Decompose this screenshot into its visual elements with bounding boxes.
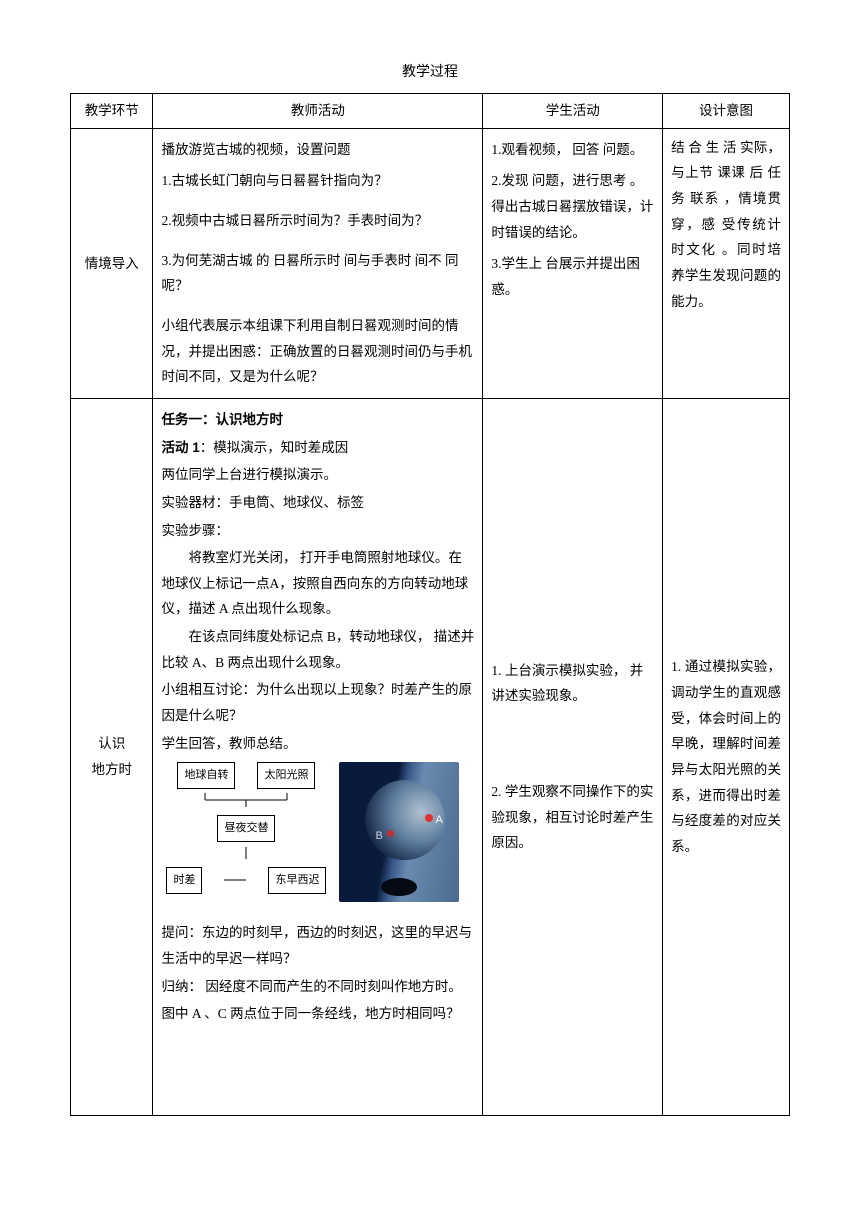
text: 3.学生上 台展示并提出困惑。 [491, 251, 654, 302]
concept-diagram: 地球自转 太阳光照 昼夜交替 [161, 762, 331, 897]
student-cell: 1. 上台演示模拟实验， 并讲述实验现象。 2. 学生观察不同操作下的实验现象，… [483, 398, 663, 1115]
text: 在该点同纬度处标记点 B，转动地球仪， 描述并比较 A、B 两点出现什么现象。 [161, 624, 474, 675]
text: 1. 上台演示模拟实验， 并讲述实验现象。 [491, 658, 654, 709]
table-row: 情境导入 播放游览古城的视频，设置问题 1.古城长虹门朝向与日晷晷针指向为？ 2… [71, 128, 790, 398]
stage-cell: 情境导入 [71, 128, 153, 398]
marker-a-icon [425, 814, 433, 822]
header-teacher: 教师活动 [153, 94, 483, 129]
diagram-box: 东早西迟 [268, 867, 326, 894]
text: 认识 [79, 731, 144, 757]
header-stage: 教学环节 [71, 94, 153, 129]
intent-cell: 结 合 生 活 实际， 与上节 课课 后 任 务 联系 ，情境贯穿，感 受传统计… [663, 128, 790, 398]
table-header-row: 教学环节 教师活动 学生活动 设计意图 [71, 94, 790, 129]
diagram-row: 地球自转 太阳光照 昼夜交替 [161, 762, 474, 902]
text: 2.发现 问题，进行思考 。得出古城日晷摆放错误，计时错误的结论。 [491, 168, 654, 245]
connector-icon [161, 847, 331, 859]
diagram-box: 太阳光照 [257, 762, 315, 789]
text: 将教室灯光关闭， 打开手电筒照射地球仪。在地球仪上标记一点A，按照自西向东的方向… [161, 545, 474, 622]
student-cell: 1.观看视频， 回答 问题。 2.发现 问题，进行思考 。得出古城日晷摆放错误，… [483, 128, 663, 398]
diagram-box: 地球自转 [177, 762, 235, 789]
page-title: 教学过程 [70, 60, 790, 85]
header-student: 学生活动 [483, 94, 663, 129]
diagram-box: 昼夜交替 [217, 815, 275, 842]
connector-icon [161, 793, 331, 807]
text: 实验步骤： [161, 518, 474, 544]
table-row: 认识 地方时 任务一：认识地方时 活动 1：模拟演示，知时差成因 两位同学上台进… [71, 398, 790, 1115]
diagram-box: 时差 [166, 867, 202, 894]
text: 2. 学生观察不同操作下的实验现象，相互讨论时差产生原因。 [491, 779, 654, 856]
intent-cell: 1. 通过模拟实验，调动学生的直观感受，体会时间上的早晚，理解时间差异与太阳光照… [663, 398, 790, 1115]
text: 学生回答，教师总结。 [161, 731, 474, 757]
stage-cell: 认识 地方时 [71, 398, 153, 1115]
activity-title: 活动 1 [161, 440, 199, 455]
text: 图中 A 、C 两点位于同一条经线，地方时相同吗？ [161, 1001, 474, 1027]
globe-stand-icon [381, 878, 417, 896]
text: 1.古城长虹门朝向与日晷晷针指向为？ [161, 168, 474, 194]
text: ：模拟演示，知时差成因 [200, 440, 349, 455]
text: 地方时 [79, 757, 144, 783]
connector-icon [224, 873, 246, 887]
text: 小组代表展示本组课下利用自制日晷观测时间的情况，并提出困惑：正确放置的日晷观测时… [161, 313, 474, 390]
text: 播放游览古城的视频，设置问题 [161, 137, 474, 163]
text: 小组相互讨论：为什么出现以上现象？时差产生的原因是什么呢？ [161, 677, 474, 728]
teacher-cell: 任务一：认识地方时 活动 1：模拟演示，知时差成因 两位同学上台进行模拟演示。 … [153, 398, 483, 1115]
globe-image [339, 762, 459, 902]
text: 1.观看视频， 回答 问题。 [491, 137, 654, 163]
marker-b-icon [387, 830, 394, 837]
lesson-table: 教学环节 教师活动 学生活动 设计意图 情境导入 播放游览古城的视频，设置问题 … [70, 93, 790, 1116]
text: 提问：东边的时刻早，西边的时刻迟，这里的早迟与生活中的早迟一样吗？ [161, 920, 474, 971]
text: 实验器材：手电筒、地球仪、标签 [161, 490, 474, 516]
text: 3.为何芜湖古城 的 日晷所示时 间与手表时 间不 同呢？ [161, 248, 474, 299]
header-intent: 设计意图 [663, 94, 790, 129]
task-title: 任务一：认识地方时 [161, 412, 283, 427]
teacher-cell: 播放游览古城的视频，设置问题 1.古城长虹门朝向与日晷晷针指向为？ 2.视频中古… [153, 128, 483, 398]
text: 2.视频中古城日晷所示时间为？手表时间为？ [161, 208, 474, 234]
text: 归纳： 因经度不同而产生的不同时刻叫作地方时。 [161, 974, 474, 1000]
text: 两位同学上台进行模拟演示。 [161, 462, 474, 488]
